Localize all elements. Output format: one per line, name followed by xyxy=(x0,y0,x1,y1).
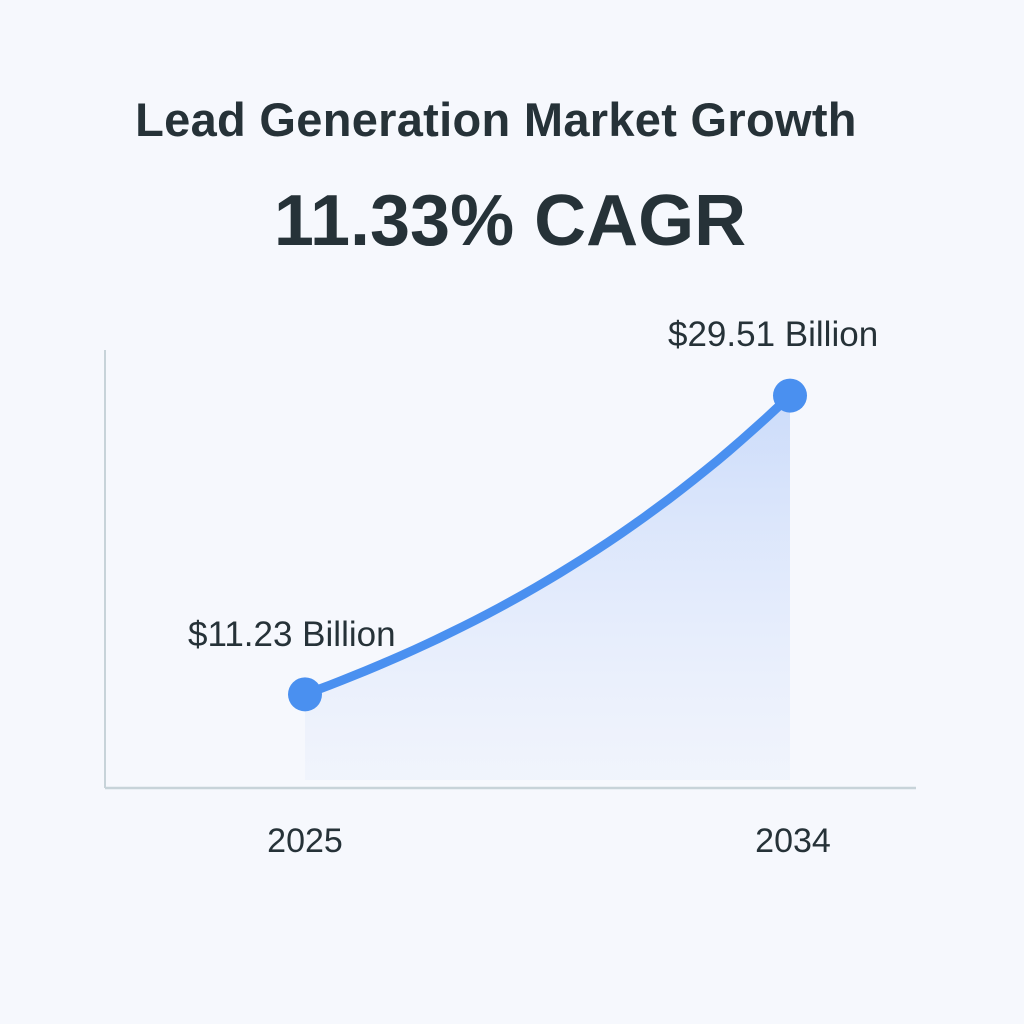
data-label-2025: $11.23 Billion xyxy=(188,615,396,654)
data-point-2034 xyxy=(773,378,807,413)
series-line xyxy=(300,391,795,699)
data-point-2025 xyxy=(288,677,322,712)
x-tick-label-2025: 2025 xyxy=(267,822,343,860)
area-fill xyxy=(305,395,790,780)
x-tick-label-2034: 2034 xyxy=(755,822,831,860)
data-label-2034: $29.51 Billion xyxy=(668,315,878,354)
chart-title: Lead Generation Market Growth xyxy=(135,93,857,146)
chart-subtitle-cagr: 11.33% CAGR xyxy=(273,181,747,261)
